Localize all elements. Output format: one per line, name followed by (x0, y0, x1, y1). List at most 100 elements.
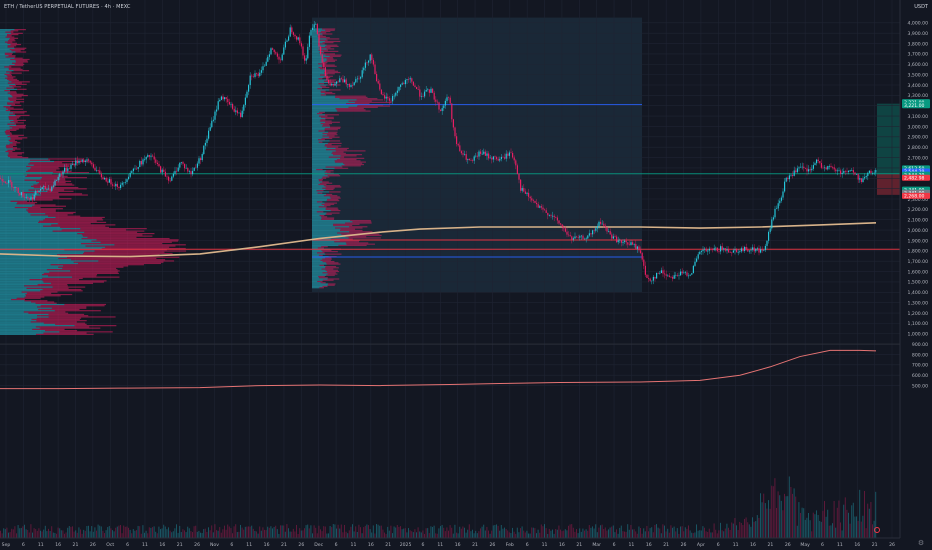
vp-bar-up (0, 96, 13, 98)
vp-bar-down (24, 296, 45, 298)
candle-body (838, 170, 840, 172)
vp-bar-down (42, 280, 107, 282)
vp-bar-down (36, 320, 87, 322)
vp-range-up (312, 126, 331, 128)
vp-bar-up (0, 128, 10, 130)
volume-bar (160, 529, 161, 538)
vp-bar-down (6, 87, 15, 89)
vp-bar-down (81, 234, 143, 236)
candle-body (491, 157, 493, 160)
volume-bar (779, 495, 781, 538)
time-tick-label: 16 (559, 542, 565, 548)
vp-bar-up (0, 295, 27, 297)
vp-bar-up (0, 229, 62, 231)
volume-bar (862, 515, 864, 538)
candle-body (156, 162, 158, 165)
candle-body (272, 48, 274, 50)
vp-bar-down (7, 42, 18, 44)
vp-range-down (320, 68, 326, 70)
vp-bar-up (0, 88, 18, 90)
vp-bar-up (0, 293, 26, 296)
vp-range-down (333, 224, 353, 227)
candle-body (592, 230, 594, 235)
candle-body (865, 176, 867, 178)
alert-icon[interactable] (874, 527, 880, 533)
vp-bar-down (51, 224, 116, 226)
candle-body (870, 170, 872, 174)
vp-bar-down (27, 169, 57, 171)
volume-bar (353, 531, 355, 538)
currency-label[interactable]: USDT (914, 4, 928, 10)
candle-body (225, 97, 227, 99)
vp-bar-up (0, 144, 7, 146)
candle-body (715, 247, 717, 249)
vp-range-up (312, 258, 323, 260)
volume-bar (240, 524, 241, 538)
volume-bar (313, 525, 315, 538)
candle-body (700, 251, 702, 252)
volume-bar (196, 531, 198, 538)
volume-bar (673, 526, 675, 538)
vp-range-up (312, 43, 319, 45)
volume-bar (478, 531, 480, 538)
price-tick-label: 2,800.00 (908, 145, 929, 151)
vp-bar-up (0, 317, 37, 319)
vp-range-up (312, 142, 328, 145)
candle-body (275, 52, 277, 54)
candle-body (262, 66, 264, 71)
vp-bar-up (0, 236, 88, 238)
gear-icon[interactable]: ⚙ (917, 540, 925, 547)
vp-range-up (312, 33, 323, 35)
vp-range-up (312, 205, 325, 207)
vp-bar-down (3, 106, 11, 108)
candle-body (168, 176, 170, 181)
candle-body (481, 153, 483, 155)
volume-bar (665, 531, 667, 538)
volume-bar (491, 530, 493, 538)
candle-body (568, 234, 570, 236)
volume-bar (492, 525, 494, 538)
vp-range-up (312, 140, 330, 142)
candle-body (660, 270, 662, 274)
volume-bar (540, 524, 542, 538)
volume-bar (232, 533, 233, 538)
vp-bar-down (9, 48, 25, 51)
candle-body (123, 182, 125, 184)
vp-range-down (321, 217, 335, 219)
candle-body (867, 172, 869, 177)
volume-bar (70, 526, 72, 538)
vp-range-up (312, 176, 323, 178)
volume-bar (65, 532, 67, 538)
volume-bar (35, 529, 37, 538)
volume-bar (110, 528, 112, 538)
vp-bar-up (0, 119, 14, 122)
vp-bar-up (0, 216, 56, 219)
vp-bar-up (0, 290, 41, 292)
vp-bar-down (55, 216, 105, 219)
volume-bar (126, 526, 128, 538)
vp-bar-up (0, 65, 10, 67)
vp-bar-down (35, 302, 57, 304)
vp-range-down (316, 201, 323, 203)
candle-body (307, 46, 309, 59)
vp-bar-down (42, 177, 87, 179)
candle-body (864, 177, 866, 179)
vp-range-up (312, 139, 319, 141)
vp-bar-up (0, 274, 43, 276)
vp-bar-down (7, 149, 16, 151)
vp-range-up (312, 117, 326, 120)
volume-bar (249, 526, 251, 538)
candle-body (22, 192, 24, 197)
vp-bar-down (60, 226, 110, 228)
candle-body (385, 96, 387, 99)
vp-bar-down (85, 245, 176, 247)
vp-range-down (324, 202, 338, 204)
volume-bar (500, 524, 502, 538)
candle-body (230, 103, 232, 105)
vp-bar-up (0, 242, 81, 245)
time-tick-label: 21 (767, 542, 773, 548)
candle-body (446, 97, 448, 101)
volume-bar (745, 517, 747, 538)
candle-body (667, 275, 669, 277)
